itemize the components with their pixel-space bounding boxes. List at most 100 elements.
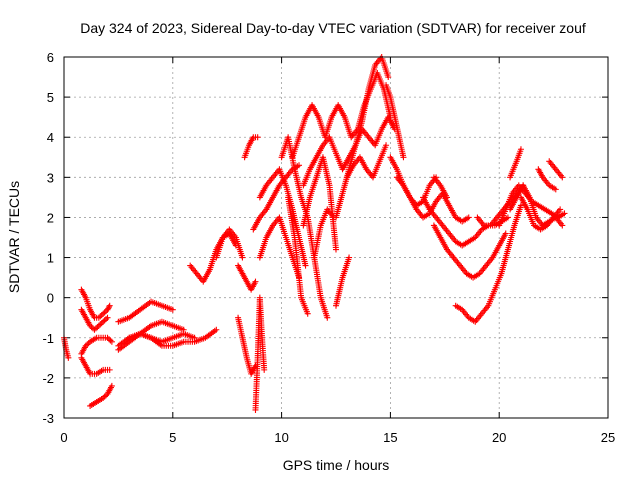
data-point bbox=[65, 354, 72, 361]
series-arc-noon-1 bbox=[250, 162, 303, 233]
data-point bbox=[333, 246, 339, 253]
y-tick-label: 1 bbox=[47, 251, 54, 266]
data-point bbox=[101, 317, 108, 324]
series-arc-early-6 bbox=[87, 382, 115, 409]
data-point bbox=[91, 326, 98, 333]
data-point bbox=[239, 254, 246, 261]
y-tick-label: 4 bbox=[47, 130, 54, 145]
series-arc-early-1 bbox=[61, 334, 72, 361]
series-arc-peak-5 bbox=[383, 82, 407, 161]
data-point bbox=[107, 337, 114, 344]
data-point bbox=[105, 304, 112, 311]
data-point bbox=[502, 230, 509, 237]
data-point bbox=[98, 320, 105, 327]
series-arc-after-5 bbox=[452, 202, 524, 325]
x-tick-label: 5 bbox=[169, 430, 176, 445]
axis-ticks: 0 5 10 15 20 25 -3 -2 -1 0 1 2 3 4 5 6 bbox=[42, 50, 615, 445]
x-tick-label: 25 bbox=[601, 430, 615, 445]
data-point bbox=[104, 314, 111, 321]
data-point bbox=[324, 314, 331, 321]
series-arc-after-6 bbox=[430, 174, 450, 201]
series-arc-day-3 bbox=[235, 262, 259, 293]
x-tick-label: 0 bbox=[60, 430, 67, 445]
series-arc-noon-5 bbox=[285, 194, 311, 317]
data-point bbox=[261, 366, 268, 373]
series-arc-peak-1 bbox=[289, 70, 394, 161]
data-point bbox=[98, 312, 105, 319]
data-point bbox=[465, 214, 472, 221]
data-point bbox=[106, 366, 113, 373]
series-arc-eve-6 bbox=[507, 146, 524, 181]
y-tick-label: 0 bbox=[47, 291, 54, 306]
y-tick-label: 3 bbox=[47, 170, 54, 185]
data-point bbox=[94, 324, 101, 331]
series-arc-early-2 bbox=[78, 286, 113, 321]
series-arc-early-3 bbox=[78, 306, 111, 333]
series-arc-eve-5 bbox=[546, 158, 566, 181]
data-point bbox=[302, 262, 309, 269]
data-point bbox=[517, 146, 524, 153]
data-point bbox=[101, 309, 108, 316]
y-axis-label: SDTVAR / TECUs bbox=[6, 181, 22, 293]
series-arc-day-6 bbox=[252, 294, 268, 413]
data-point bbox=[552, 186, 559, 193]
data-point bbox=[169, 306, 176, 313]
data-point bbox=[346, 254, 353, 261]
series-arc-day-2 bbox=[213, 226, 246, 261]
data-point bbox=[557, 206, 564, 213]
data-point bbox=[504, 214, 511, 221]
series-arc-early-5 bbox=[78, 354, 113, 377]
x-tick-label: 10 bbox=[274, 430, 288, 445]
series-arc-day-5 bbox=[241, 134, 261, 161]
series-arc-early-4 bbox=[78, 334, 115, 357]
data-point bbox=[97, 313, 104, 320]
x-tick-label: 20 bbox=[492, 430, 506, 445]
x-axis-label: GPS time / hours bbox=[283, 457, 390, 473]
chart-title: Day 324 of 2023, Sidereal Day-to-day VTE… bbox=[80, 20, 586, 36]
data-point bbox=[254, 134, 261, 141]
series-arc-noon-7 bbox=[311, 206, 337, 261]
data-point bbox=[213, 326, 220, 333]
data-point bbox=[105, 336, 112, 343]
y-tick-label: 5 bbox=[47, 90, 54, 105]
data-points bbox=[61, 54, 568, 413]
data-point bbox=[252, 278, 259, 285]
series-arc-eve-3 bbox=[507, 182, 566, 229]
y-tick-label: 6 bbox=[47, 50, 54, 65]
data-point bbox=[103, 316, 110, 323]
series-arc-morning-4 bbox=[126, 326, 220, 349]
series-arc-day-4 bbox=[235, 314, 259, 377]
series-arc-noon-8 bbox=[333, 254, 353, 309]
y-tick-label: -3 bbox=[42, 411, 54, 426]
series-arc-eve-4 bbox=[517, 194, 564, 233]
data-point bbox=[561, 210, 568, 217]
data-point bbox=[108, 382, 115, 389]
series-arc-after-4 bbox=[430, 222, 509, 281]
data-point bbox=[383, 142, 390, 149]
data-point bbox=[95, 322, 102, 329]
data-point bbox=[304, 310, 311, 317]
series-arc-after-2 bbox=[393, 174, 472, 225]
data-point bbox=[517, 202, 524, 209]
y-tick-label: 2 bbox=[47, 210, 54, 225]
x-tick-label: 15 bbox=[383, 430, 397, 445]
series-arc-eve-7 bbox=[535, 166, 559, 193]
data-point bbox=[400, 154, 407, 161]
data-point bbox=[108, 338, 115, 345]
data-point bbox=[559, 222, 566, 229]
series-arc-noon-2 bbox=[256, 166, 309, 269]
series-arc-after-3 bbox=[420, 194, 511, 249]
data-point bbox=[100, 318, 107, 325]
data-point bbox=[559, 174, 566, 181]
data-point bbox=[106, 302, 113, 309]
series-arc-peak-3 bbox=[333, 54, 392, 221]
series-arc-peak-4 bbox=[343, 142, 390, 181]
y-tick-label: -2 bbox=[42, 371, 54, 386]
data-point bbox=[97, 321, 104, 328]
data-point bbox=[296, 162, 303, 169]
data-point bbox=[443, 194, 450, 201]
data-point bbox=[92, 325, 99, 332]
y-tick-label: -1 bbox=[42, 331, 54, 346]
data-point bbox=[100, 310, 107, 317]
